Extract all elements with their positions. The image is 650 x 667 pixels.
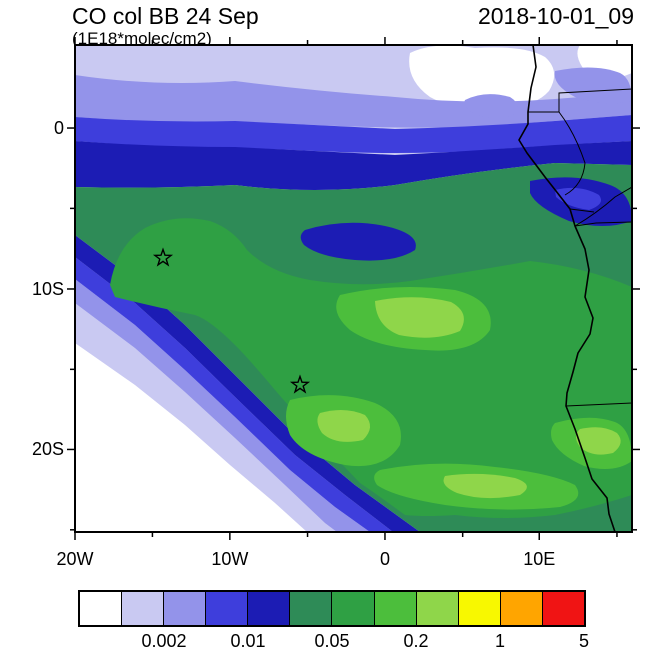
contour-region-blue-top-band [75, 115, 632, 153]
contour-region-lightgreen-center [375, 297, 464, 338]
colorbar-label: 1 [494, 631, 505, 651]
contour-region-green-main [110, 218, 632, 518]
country-border [569, 208, 595, 213]
country-border [574, 186, 632, 227]
contour-region-white-north-blob [409, 45, 555, 108]
colorbar-cell [80, 592, 122, 625]
colorbar-cell [247, 592, 290, 625]
contour-region-periwinkle-diag-band [75, 279, 370, 532]
colorbar-cell [457, 592, 500, 625]
contour-region-lightgreen-coast [576, 427, 621, 455]
colorbar-cell [331, 592, 374, 625]
colorbar-cell [205, 592, 248, 625]
colorbar-label: 5 [578, 631, 590, 651]
contour-map [67, 37, 640, 540]
plot-units-label: (1E18*molec/cm2) [72, 29, 212, 48]
colorbar-label: 0.05 [314, 631, 350, 651]
colorbar-cell [373, 592, 416, 625]
plot-timestamp: 2018-10-01_09 [477, 3, 634, 29]
country-border [574, 221, 632, 227]
colorbar-label: 0.2 [403, 631, 429, 651]
coastline [518, 45, 616, 532]
colorbar [78, 590, 586, 627]
contour-region-darkblue-top-band [75, 141, 632, 190]
colorbar-label: 0.002 [141, 631, 187, 651]
contour-region-blue-diag-band [75, 257, 393, 532]
colorbar-cell [121, 592, 164, 625]
y-axis-label: 20S [31, 439, 64, 460]
colorbar-cell [499, 592, 542, 625]
star-marker [289, 374, 311, 394]
star-marker [152, 247, 174, 267]
contour-region-darkblue-blob-a [300, 222, 416, 261]
y-axis-label: 10S [31, 278, 64, 299]
colorbar-cell [415, 592, 458, 625]
colorbar-cell [541, 592, 584, 625]
x-axis-label: 10W [211, 549, 249, 569]
contour-region-lightgreen-bottom [443, 473, 527, 499]
contour-region-darkblue-diag-band [75, 235, 420, 532]
x-axis-label: 20W [56, 549, 94, 569]
plot-title: CO col BB 24 Sep [72, 3, 259, 29]
contour-region-periwinkle-inland-patch [464, 94, 518, 119]
y-axis-label: 0 [53, 118, 64, 139]
contour-region-periwinkle-ne-patch [554, 67, 632, 104]
country-border [558, 111, 586, 196]
colorbar-label: 0.01 [230, 631, 266, 651]
contour-region-lightgreen-south [317, 409, 371, 442]
x-axis-label: 10E [523, 549, 556, 569]
colorbar-cell [289, 592, 332, 625]
country-border [528, 88, 632, 113]
contour-region-blue-blob-b [555, 187, 602, 210]
country-border [565, 402, 632, 407]
x-axis-label: 0 [379, 549, 390, 569]
colorbar-cell [163, 592, 206, 625]
